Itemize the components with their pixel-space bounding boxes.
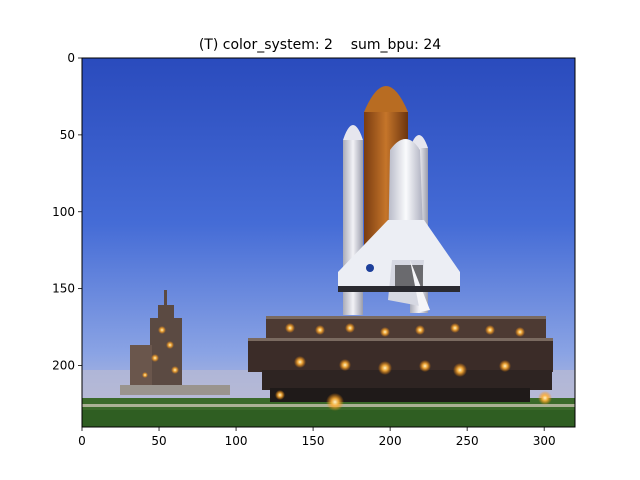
plot-frame: [81, 57, 576, 428]
x-tick-label: 250: [456, 434, 479, 448]
x-tick-label: 300: [533, 434, 556, 448]
y-axis: 0 50 100 150 200: [52, 51, 82, 373]
y-tick-label: 50: [60, 128, 75, 142]
y-tick-label: 0: [67, 51, 75, 65]
orbiter: [338, 139, 460, 312]
y-tick-label: 200: [52, 359, 75, 373]
x-axis: 0 50 100 150 200 250 300: [78, 427, 556, 448]
x-tick-label: 100: [225, 434, 248, 448]
photo-image: [82, 58, 575, 427]
launch-tower: [120, 290, 230, 395]
x-tick-label: 200: [379, 434, 402, 448]
x-tick-label: 0: [78, 434, 86, 448]
x-tick-label: 150: [302, 434, 325, 448]
y-tick-label: 100: [52, 205, 75, 219]
crawler-platform: [248, 316, 553, 411]
figure-title: (T) color_system: 2 sum_bpu: 24: [199, 37, 441, 53]
x-tick-label: 50: [151, 434, 166, 448]
y-tick-label: 150: [52, 282, 75, 296]
